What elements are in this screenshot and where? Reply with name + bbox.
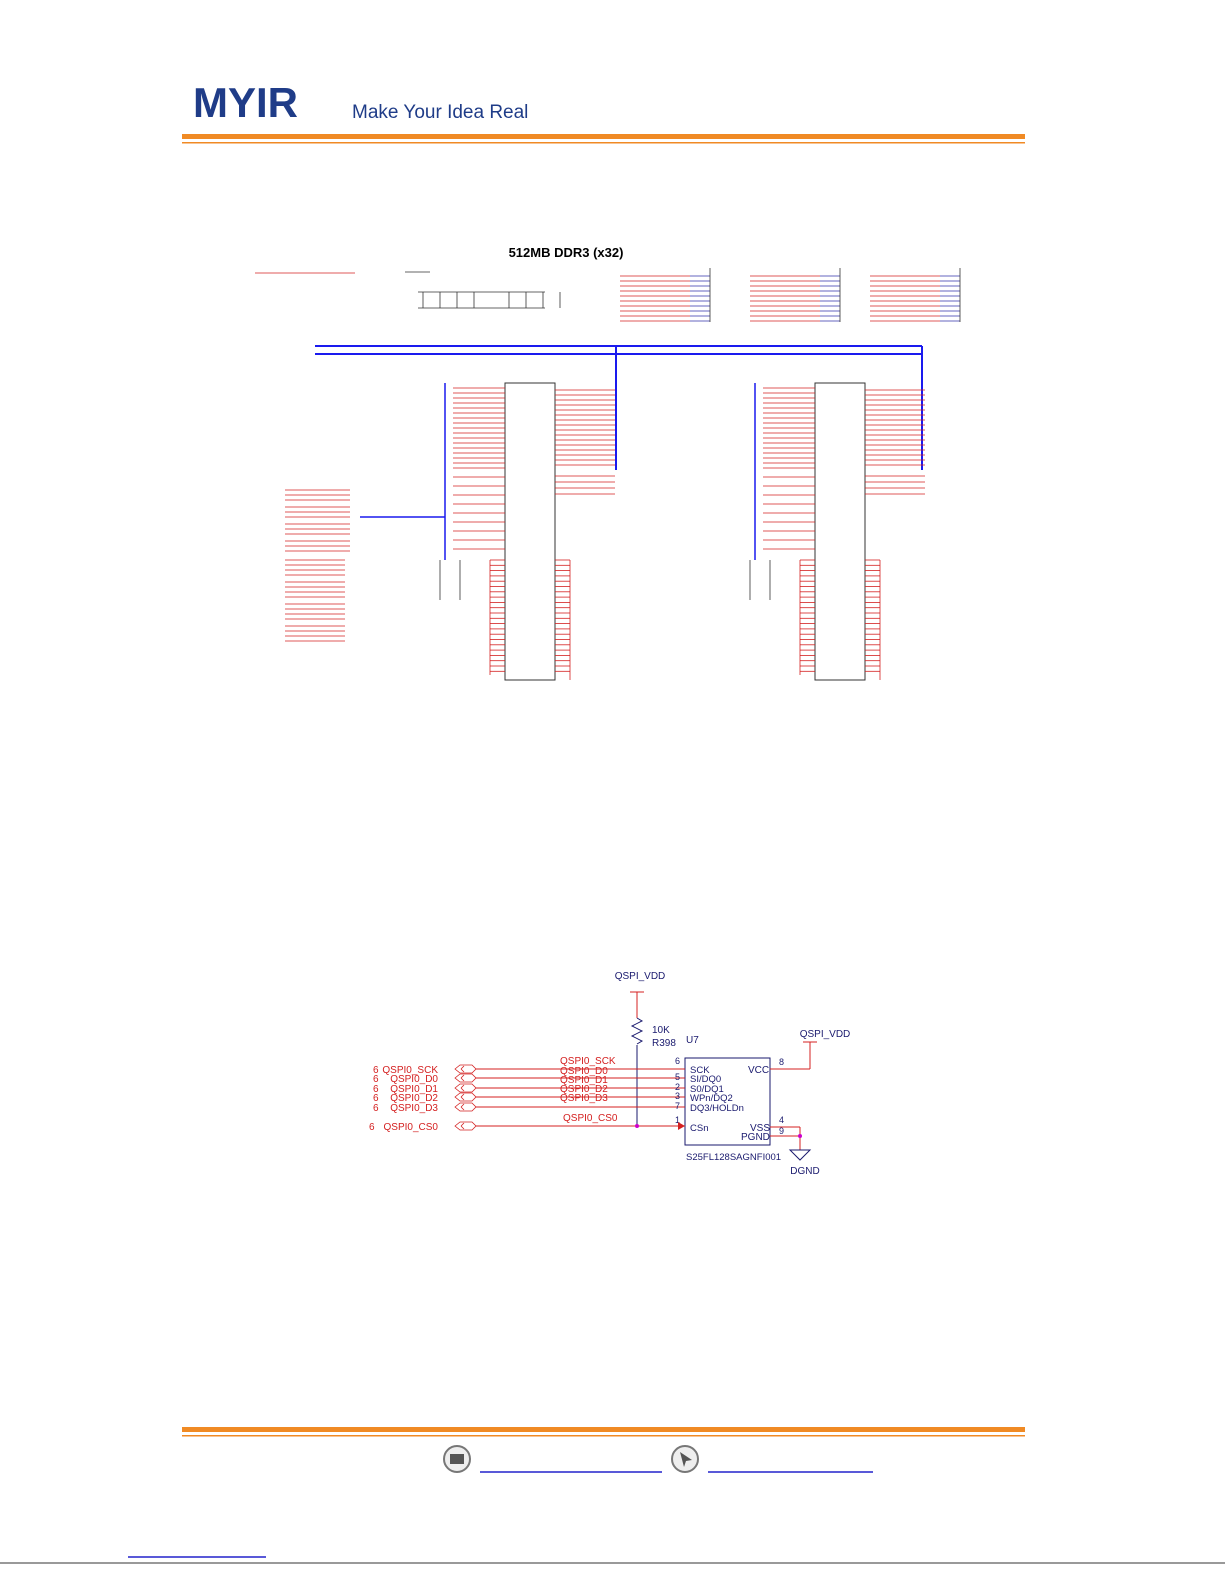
logo: MYIR: [193, 79, 298, 126]
pin-name: VCC: [748, 1065, 769, 1076]
power-label: QSPI_VDD: [615, 971, 666, 982]
net-label: QSPI0_D2: [560, 1084, 608, 1095]
pin-number: 8: [779, 1057, 784, 1067]
sheet-number: 6: [373, 1103, 379, 1114]
pin-number: 7: [675, 1101, 680, 1111]
pin-number: 2: [675, 1082, 680, 1092]
pin-name: DQ3/HOLDn: [690, 1103, 744, 1114]
ddr-title: 512MB DDR3 (x32): [509, 245, 624, 260]
resistor-value: 10K: [652, 1025, 670, 1036]
tagline: Make Your Idea Real: [352, 102, 528, 123]
ddr-schematic: [255, 268, 961, 681]
pin-name: SCK: [690, 1065, 710, 1076]
pin-number: 5: [675, 1072, 680, 1082]
arrow: [678, 1122, 685, 1130]
net-label: QSPI0_SCK: [560, 1056, 616, 1067]
resistor: [630, 1017, 644, 1045]
pin-number: 9: [779, 1126, 784, 1136]
pin-name: SI/DQ0: [690, 1074, 721, 1085]
port-name: QSPI0_D3: [390, 1103, 438, 1114]
header-rule-thin: [182, 142, 1025, 144]
footer-rule-thin: [182, 1435, 1025, 1437]
sheet-number: 6: [373, 1084, 379, 1095]
ground-label: DGND: [790, 1166, 819, 1177]
chip-ref: U7: [686, 1035, 699, 1046]
sheet-number: 6: [373, 1065, 379, 1076]
email-glyph: [450, 1454, 464, 1464]
pin-name: CSn: [690, 1123, 708, 1134]
resistor-ref: R398: [652, 1038, 676, 1049]
net-label: QSPI0_D0: [560, 1066, 608, 1077]
pin-number: 1: [675, 1115, 680, 1125]
net-label: QSPI0_D3: [560, 1093, 608, 1104]
pin-name: PGND: [741, 1132, 770, 1143]
port-name: QSPI0_CS0: [384, 1122, 439, 1133]
pin-name: S0/DQ1: [690, 1084, 724, 1095]
pin-name: VSS: [750, 1123, 770, 1134]
pin-name: WPn/DQ2: [690, 1093, 733, 1104]
part-number: S25FL128SAGNFI001: [686, 1152, 781, 1163]
port-name: QSPI0_D2: [390, 1093, 438, 1104]
junction: [635, 1124, 639, 1128]
port-name: QSPI0_SCK: [382, 1065, 438, 1076]
ground-symbol: [788, 1149, 812, 1161]
pin-number: 3: [675, 1091, 680, 1101]
sheet-number: 6: [369, 1122, 375, 1133]
power-label: QSPI_VDD: [800, 1029, 851, 1040]
port-name: QSPI0_D1: [390, 1084, 438, 1095]
ddr-chip: [504, 382, 556, 681]
pin-number: 4: [779, 1115, 784, 1125]
net-label: QSPI0_CS0: [563, 1113, 618, 1124]
port-name: QSPI0_D0: [390, 1074, 438, 1085]
header-rule: [182, 134, 1025, 139]
junction: [798, 1134, 802, 1138]
chip: [684, 1057, 771, 1146]
net-label: QSPI0_D1: [560, 1075, 608, 1086]
pin-number: 6: [675, 1056, 680, 1066]
footer-rule: [182, 1427, 1025, 1432]
sheet-number: 6: [373, 1093, 379, 1104]
web-glyph: [680, 1452, 692, 1467]
ddr-chip: [814, 382, 866, 681]
sheet-number: 6: [373, 1074, 379, 1085]
